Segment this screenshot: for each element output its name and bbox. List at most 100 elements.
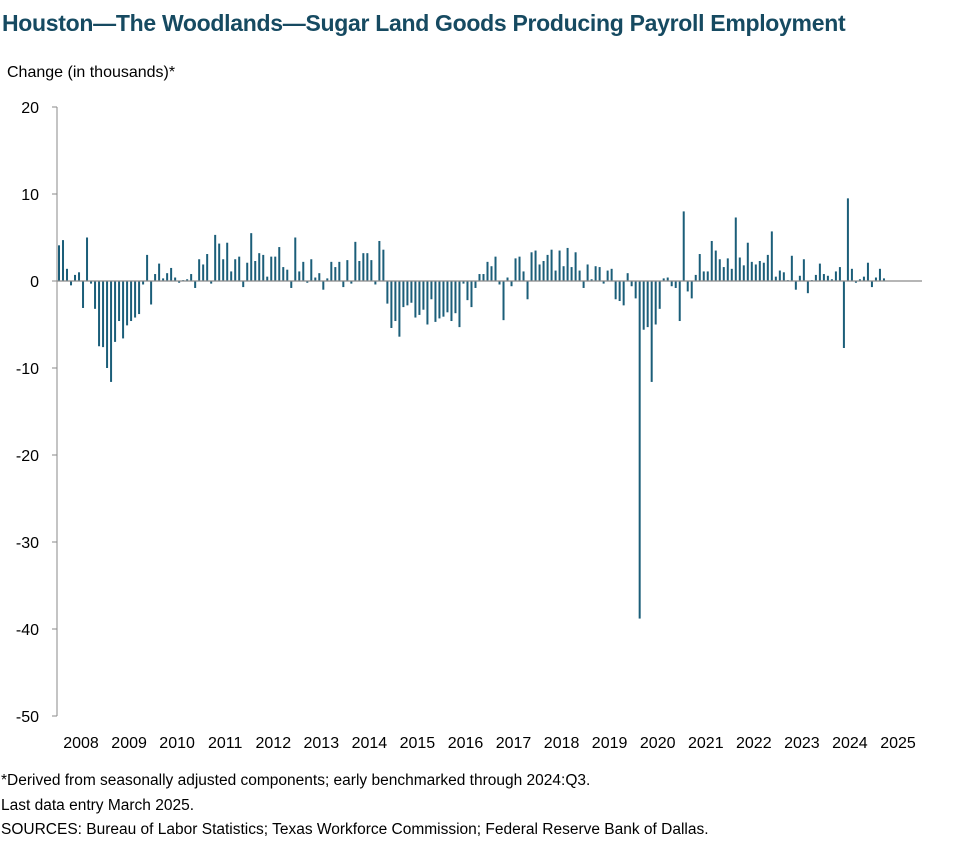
bar bbox=[178, 281, 181, 283]
bar bbox=[546, 254, 549, 281]
bar bbox=[754, 264, 757, 281]
y-axis-label: Change (in thousands)* bbox=[7, 64, 176, 81]
bar bbox=[138, 281, 141, 315]
bar bbox=[102, 281, 105, 348]
bar bbox=[434, 281, 437, 322]
bar bbox=[614, 281, 617, 300]
bar bbox=[146, 254, 149, 281]
bar bbox=[390, 281, 393, 328]
bar bbox=[418, 281, 421, 315]
bar bbox=[702, 271, 705, 281]
bar bbox=[866, 262, 869, 281]
x-tick-label: 2016 bbox=[448, 735, 484, 752]
bar bbox=[582, 281, 585, 288]
bar bbox=[266, 276, 269, 281]
bar bbox=[74, 274, 77, 281]
bar bbox=[250, 233, 253, 281]
bar bbox=[474, 281, 477, 288]
bar bbox=[518, 256, 521, 281]
bar bbox=[98, 281, 101, 347]
bar bbox=[290, 281, 293, 288]
bar bbox=[186, 279, 189, 281]
bar bbox=[378, 240, 381, 281]
bar bbox=[486, 261, 489, 281]
bar bbox=[658, 281, 661, 309]
bar bbox=[766, 254, 769, 281]
x-tick-label: 2024 bbox=[832, 735, 868, 752]
bar bbox=[118, 281, 121, 322]
bar bbox=[334, 267, 337, 281]
bar bbox=[566, 247, 569, 281]
bar bbox=[798, 275, 801, 281]
bar bbox=[762, 262, 765, 281]
bar bbox=[854, 281, 857, 283]
bar bbox=[410, 281, 413, 303]
bar bbox=[82, 281, 85, 308]
bar bbox=[882, 278, 885, 281]
bar bbox=[862, 276, 865, 281]
bar bbox=[802, 259, 805, 281]
bar bbox=[134, 281, 137, 318]
bar bbox=[642, 281, 645, 330]
bar bbox=[454, 281, 457, 314]
bar bbox=[646, 281, 649, 328]
x-axis: 2008 2009 2010 2011 2012 2013 2014 2015 2016 2017… bbox=[57, 280, 922, 752]
bar bbox=[62, 240, 65, 281]
x-tick-label: 2022 bbox=[736, 735, 772, 752]
bar bbox=[326, 278, 329, 281]
bar bbox=[818, 263, 821, 281]
bar bbox=[110, 281, 113, 382]
bar bbox=[662, 278, 665, 281]
bar bbox=[506, 277, 509, 281]
bar bbox=[594, 266, 597, 281]
bar bbox=[342, 281, 345, 288]
x-tick-label: 2023 bbox=[784, 735, 820, 752]
bar bbox=[150, 281, 153, 305]
bar bbox=[654, 281, 657, 325]
x-tick-label: 2019 bbox=[592, 735, 628, 752]
bar bbox=[574, 252, 577, 281]
bar bbox=[142, 281, 145, 285]
bar bbox=[386, 281, 389, 304]
bar bbox=[314, 277, 317, 281]
bar bbox=[598, 267, 601, 281]
x-tick-label: 2017 bbox=[496, 735, 532, 752]
bar bbox=[710, 240, 713, 281]
bar bbox=[698, 254, 701, 281]
y-axis: 20 10 0 -10 -20 -30 -40 -50 bbox=[16, 100, 58, 726]
bar bbox=[90, 281, 93, 284]
bar bbox=[490, 266, 493, 281]
bar bbox=[834, 271, 837, 281]
bar bbox=[170, 267, 173, 281]
bar bbox=[154, 274, 157, 281]
bar bbox=[270, 256, 273, 281]
x-tick-label: 2021 bbox=[688, 735, 724, 752]
bar bbox=[78, 272, 81, 281]
bar bbox=[306, 281, 309, 283]
bar bbox=[706, 271, 709, 281]
bar bbox=[586, 264, 589, 281]
bar bbox=[346, 260, 349, 281]
bar bbox=[510, 281, 513, 287]
bar bbox=[422, 281, 425, 310]
bar bbox=[626, 273, 629, 281]
bar bbox=[370, 260, 373, 281]
bar bbox=[694, 274, 697, 281]
bar bbox=[238, 256, 241, 281]
x-tick-label: 2018 bbox=[544, 735, 580, 752]
bar bbox=[66, 268, 69, 281]
bar bbox=[322, 281, 325, 290]
bar bbox=[106, 281, 109, 368]
bar bbox=[362, 253, 365, 281]
bar bbox=[522, 271, 525, 281]
bar bbox=[822, 274, 825, 281]
bar bbox=[742, 265, 745, 281]
bar bbox=[714, 250, 717, 281]
x-tick-label: 2020 bbox=[640, 735, 676, 752]
bar bbox=[94, 281, 97, 309]
bar bbox=[166, 273, 169, 281]
x-tick-label: 2011 bbox=[208, 735, 243, 752]
bar bbox=[130, 281, 133, 322]
bar bbox=[746, 242, 749, 281]
bar bbox=[530, 252, 533, 281]
